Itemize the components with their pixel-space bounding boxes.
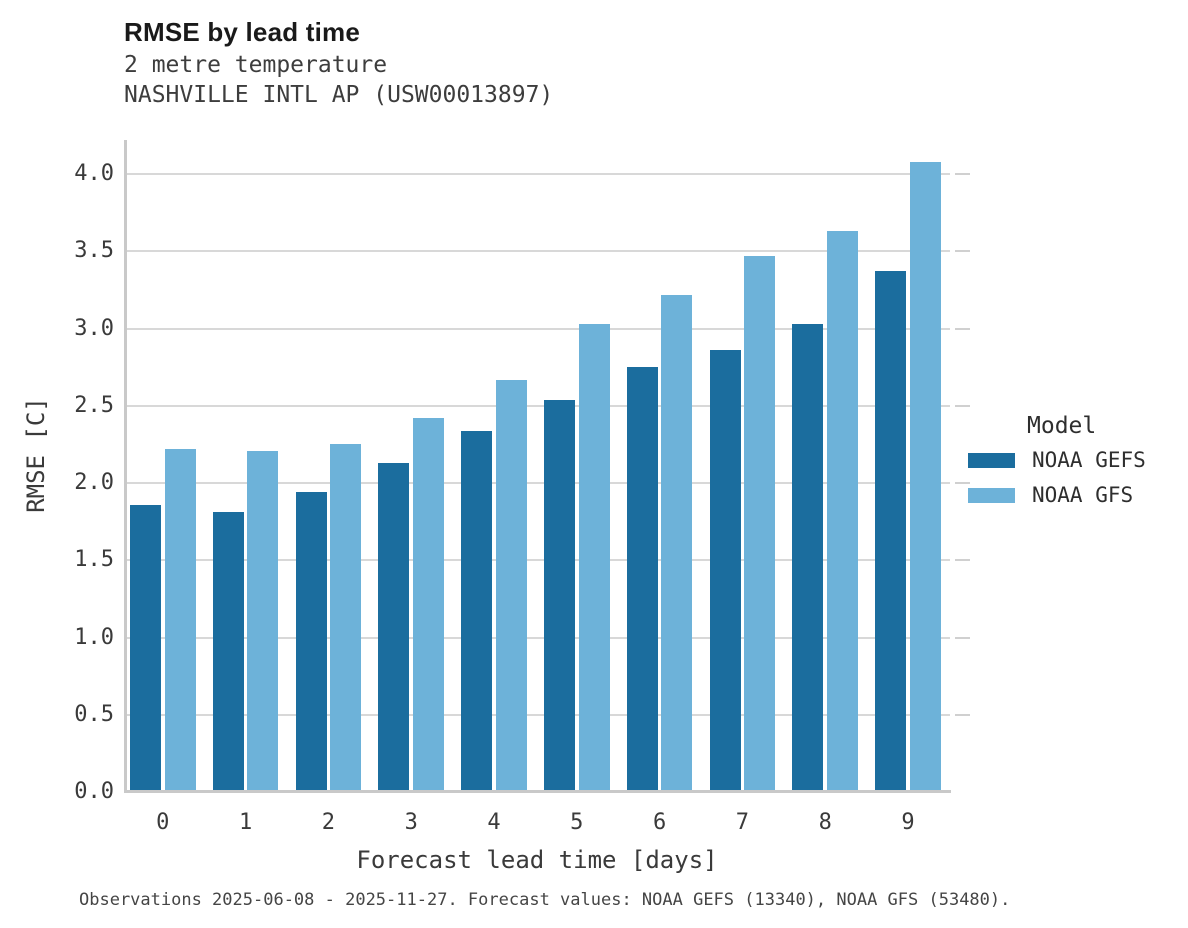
- bar-noaa-gfs-lead-6: [661, 294, 693, 792]
- x-tick-label-8: 8: [818, 810, 832, 835]
- bar-noaa-gefs-lead-7: [709, 350, 741, 792]
- gridline-stub-y-1.5: [955, 559, 970, 562]
- x-tick-label-0: 0: [156, 810, 170, 835]
- bar-noaa-gefs-lead-5: [544, 399, 575, 792]
- x-tick-label-1: 1: [238, 810, 253, 835]
- bar-noaa-gfs-lead-0: [164, 449, 196, 792]
- bar-noaa-gefs-lead-8: [792, 323, 824, 792]
- gridline-y-0.5: [127, 713, 950, 716]
- bar-noaa-gfs-lead-5: [578, 323, 610, 792]
- gridline-stub-y-2.5: [955, 404, 970, 407]
- chart-station-subtitle: NASHVILLE INTL AP (USW00013897): [124, 82, 554, 108]
- y-tick-label-4.0: 4.0: [74, 161, 114, 186]
- x-tick-label-7: 7: [735, 810, 750, 835]
- bar-noaa-gfs-lead-8: [827, 231, 858, 792]
- x-tick-label-4: 4: [487, 810, 501, 835]
- chart-title: RMSE by lead time: [124, 17, 361, 47]
- caption: Observations 2025-06-08 - 2025-11-27. Fo…: [79, 890, 1011, 910]
- gridline-y-2.5: [127, 404, 950, 407]
- x-tick-label-9: 9: [901, 810, 915, 835]
- gridline-stub-y-3.5: [955, 250, 970, 253]
- x-tick-label-5: 5: [570, 810, 584, 835]
- y-tick-label-0.0: 0.0: [74, 779, 114, 804]
- y-tick-label-1.0: 1.0: [74, 624, 114, 650]
- x-tick-label-2: 2: [321, 810, 336, 835]
- legend-label-noaa-gfs: NOAA GFS: [1032, 483, 1134, 507]
- y-tick-label-3.5: 3.5: [74, 238, 114, 264]
- y-axis-line: [124, 140, 127, 793]
- bar-noaa-gefs-lead-6: [626, 367, 658, 792]
- gridline-stub-y-4.0: [955, 173, 970, 175]
- gridline-y-1.5: [127, 559, 950, 562]
- gridline-stub-y-0.5: [955, 713, 970, 716]
- bar-noaa-gfs-lead-3: [413, 418, 444, 792]
- gridline-stub-y-1.0: [955, 636, 970, 639]
- legend-title: Model: [1027, 413, 1097, 439]
- legend-label-noaa-gefs: NOAA GEFS: [1032, 448, 1146, 472]
- gridline-stub-y-2.0: [955, 482, 970, 484]
- bar-noaa-gfs-lead-1: [247, 450, 279, 792]
- x-axis-title: Forecast lead time [days]: [356, 846, 718, 874]
- gridline-y-4.0: [127, 173, 950, 175]
- bar-noaa-gfs-lead-4: [495, 379, 527, 792]
- gridline-stub-y-3.0: [955, 327, 970, 330]
- y-tick-label-0.5: 0.5: [74, 701, 114, 727]
- bar-noaa-gfs-lead-9: [909, 161, 941, 792]
- legend-swatch-noaa-gfs: [968, 487, 1015, 503]
- bar-noaa-gefs-lead-2: [295, 492, 327, 792]
- x-tick-label-3: 3: [404, 810, 418, 835]
- bar-noaa-gefs-lead-1: [212, 512, 244, 792]
- bar-noaa-gefs-lead-3: [378, 462, 410, 792]
- legend-item-noaa-gfs: NOAA GFS: [968, 483, 1134, 507]
- bar-noaa-gefs-lead-0: [130, 504, 161, 792]
- bar-noaa-gfs-lead-7: [744, 255, 776, 792]
- x-axis-line: [124, 790, 951, 793]
- bar-noaa-gefs-lead-9: [875, 271, 907, 792]
- y-tick-label-3.0: 3.0: [74, 315, 114, 341]
- gridline-y-1.0: [127, 636, 950, 639]
- chart-subtitle: 2 metre temperature: [124, 52, 388, 78]
- x-tick-label-6: 6: [652, 810, 667, 835]
- y-tick-label-2.0: 2.0: [74, 470, 114, 495]
- gridline-y-3.5: [127, 250, 950, 253]
- gridline-y-2.0: [127, 482, 950, 484]
- bar-noaa-gefs-lead-4: [461, 430, 493, 792]
- legend-swatch-noaa-gefs: [968, 452, 1015, 468]
- bar-noaa-gfs-lead-2: [330, 444, 362, 792]
- legend-item-noaa-gefs: NOAA GEFS: [968, 448, 1146, 472]
- gridline-y-3.0: [127, 327, 950, 330]
- y-tick-label-1.5: 1.5: [74, 547, 114, 573]
- y-tick-label-2.5: 2.5: [74, 392, 114, 418]
